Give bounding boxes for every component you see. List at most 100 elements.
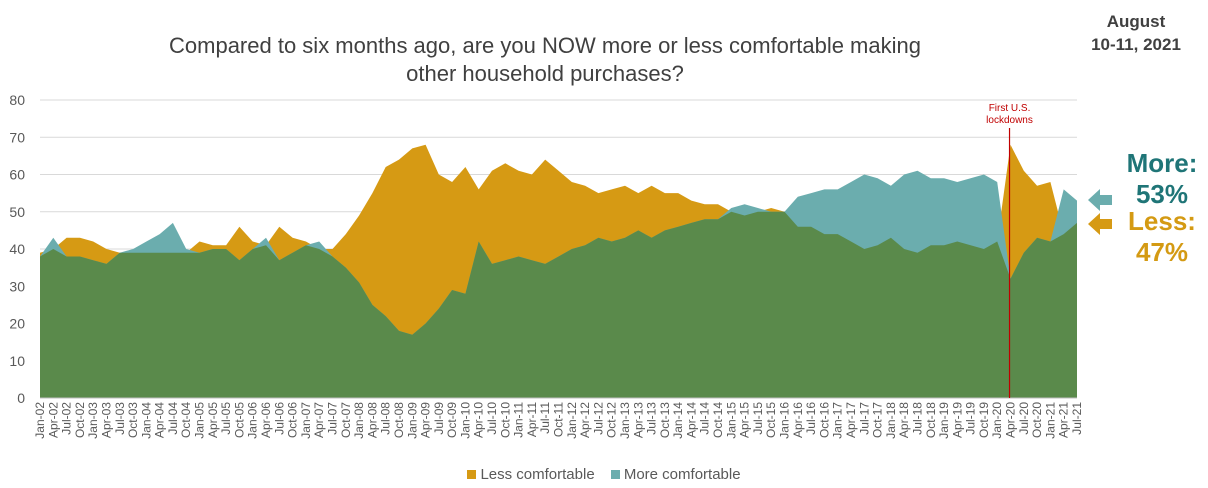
y-tick-label: 20 (9, 316, 25, 332)
x-tick-label: Apr-10 (472, 402, 486, 438)
survey-date-line-1: August (1106, 12, 1166, 31)
x-tick-label: Jan-10 (458, 402, 472, 439)
x-tick-label: Oct-04 (179, 402, 193, 438)
x-tick-label: Jan-11 (512, 402, 526, 438)
less-callout-label: Less: (1128, 206, 1196, 236)
x-tick-label: Oct-07 (339, 402, 353, 438)
x-tick-label: Apr-05 (206, 402, 220, 438)
survey-date-line-2: 10-11, 2021 (1091, 35, 1181, 54)
x-tick-label: Jul-17 (857, 402, 871, 435)
x-tick-label: Apr-21 (1057, 402, 1071, 438)
x-tick-label: Oct-18 (924, 402, 938, 438)
x-tick-label: Jul-15 (751, 402, 765, 435)
legend-swatch-less (467, 470, 477, 479)
less-arrow-icon (1088, 213, 1112, 235)
x-tick-label: Oct-09 (445, 402, 459, 438)
x-tick-label: Apr-02 (46, 402, 60, 438)
x-tick-label: Jan-13 (618, 402, 632, 439)
callout-arrows (1088, 189, 1112, 235)
x-tick-label: Jan-07 (299, 402, 313, 439)
x-tick-label: Apr-06 (259, 402, 273, 438)
x-tick-label: Jan-06 (246, 402, 260, 439)
x-tick-label: Jan-15 (724, 402, 738, 439)
chart-areas (40, 144, 1077, 399)
y-tick-label: 50 (9, 204, 25, 220)
y-tick-label: 80 (9, 92, 25, 108)
x-tick-label: Apr-19 (950, 402, 964, 438)
chart-title: Compared to six months ago, are you NOW … (40, 32, 1050, 88)
x-tick-label: Jul-04 (166, 402, 180, 435)
x-tick-label: Jul-21 (1070, 402, 1084, 435)
y-tick-label: 30 (9, 278, 25, 294)
legend-label-less: Less comfortable (480, 466, 595, 483)
x-tick-label: Jan-18 (884, 402, 898, 439)
chart-legend: Less comfortable More comfortable (0, 466, 1208, 483)
x-tick-label: Jan-08 (352, 402, 366, 439)
x-tick-label: Jul-13 (645, 402, 659, 435)
x-tick-label: Jan-16 (778, 402, 792, 439)
x-tick-label: Jul-18 (911, 402, 925, 435)
lockdown-label-line-2: lockdowns (986, 115, 1033, 126)
x-tick-label: Jul-08 (379, 402, 393, 435)
x-tick-label: Apr-20 (1004, 402, 1018, 438)
x-tick-label: Oct-02 (73, 402, 87, 438)
x-tick-label: Oct-14 (711, 402, 725, 438)
area-overlap (40, 211, 1077, 398)
x-tick-label: Apr-15 (738, 402, 752, 438)
legend-label-more: More comfortable (623, 466, 741, 483)
x-axis-labels: Jan-02 Apr-02 Jul-02 Oct-02 Jan-03 Apr-03 Jul-… (33, 402, 1084, 439)
x-tick-label: Oct-13 (658, 402, 672, 438)
x-tick-label: Oct-20 (1030, 402, 1044, 438)
x-tick-label: Oct-12 (605, 402, 619, 438)
y-tick-label: 70 (9, 129, 25, 145)
x-tick-label: Jul-05 (219, 402, 233, 435)
x-tick-label: Apr-13 (631, 402, 645, 438)
x-tick-label: Jul-06 (272, 402, 286, 435)
x-tick-label: Jul-12 (591, 402, 605, 435)
less-callout: Less: 47% (1112, 206, 1208, 268)
x-tick-label: Jul-20 (1017, 402, 1031, 435)
x-tick-label: Jan-19 (937, 402, 951, 439)
more-arrow-icon (1088, 189, 1112, 211)
x-tick-label: Oct-06 (286, 402, 300, 438)
survey-date: August 10-11, 2021 (1076, 10, 1196, 56)
x-tick-label: Jul-09 (432, 402, 446, 435)
x-tick-label: Apr-17 (844, 402, 858, 438)
x-tick-label: Apr-12 (578, 402, 592, 438)
lockdown-annotation: First U.S.lockdowns (986, 103, 1033, 398)
legend-item-more: More comfortable (610, 466, 741, 483)
x-tick-label: Apr-18 (897, 402, 911, 438)
lockdown-label-line-1: First U.S. (989, 103, 1031, 114)
x-tick-label: Jan-04 (139, 402, 153, 439)
x-tick-label: Oct-15 (764, 402, 778, 438)
legend-item-less: Less comfortable (467, 466, 595, 483)
x-tick-label: Oct-08 (392, 402, 406, 438)
x-tick-label: Apr-08 (365, 402, 379, 438)
x-tick-label: Jul-11 (538, 402, 552, 434)
x-tick-label: Jul-03 (113, 402, 127, 435)
x-tick-label: Jul-02 (60, 402, 74, 435)
y-axis-labels: 0 10 20 30 40 50 60 70 80 (9, 92, 25, 406)
x-tick-label: Jul-19 (964, 402, 978, 435)
x-tick-label: Jan-05 (193, 402, 207, 439)
more-callout-value: 53% (1135, 179, 1189, 209)
x-tick-label: Jul-10 (485, 402, 499, 435)
x-tick-label: Oct-16 (817, 402, 831, 438)
x-tick-label: Jan-20 (990, 402, 1004, 439)
x-tick-label: Apr-03 (100, 402, 114, 438)
more-callout: More: 53% (1112, 148, 1208, 210)
x-tick-label: Apr-14 (684, 402, 698, 438)
x-tick-label: Jul-07 (326, 402, 340, 435)
x-tick-label: Jul-16 (804, 402, 818, 435)
x-tick-label: Apr-04 (153, 402, 167, 438)
x-tick-label: Apr-09 (419, 402, 433, 438)
x-tick-label: Jan-17 (831, 402, 845, 439)
x-tick-label: Jan-14 (671, 402, 685, 439)
x-tick-label: Apr-11 (525, 402, 539, 437)
x-tick-label: Oct-10 (498, 402, 512, 438)
x-tick-label: Oct-05 (232, 402, 246, 438)
x-tick-label: Jul-14 (698, 402, 712, 435)
x-tick-label: Jan-12 (565, 402, 579, 439)
y-tick-label: 10 (9, 353, 25, 369)
